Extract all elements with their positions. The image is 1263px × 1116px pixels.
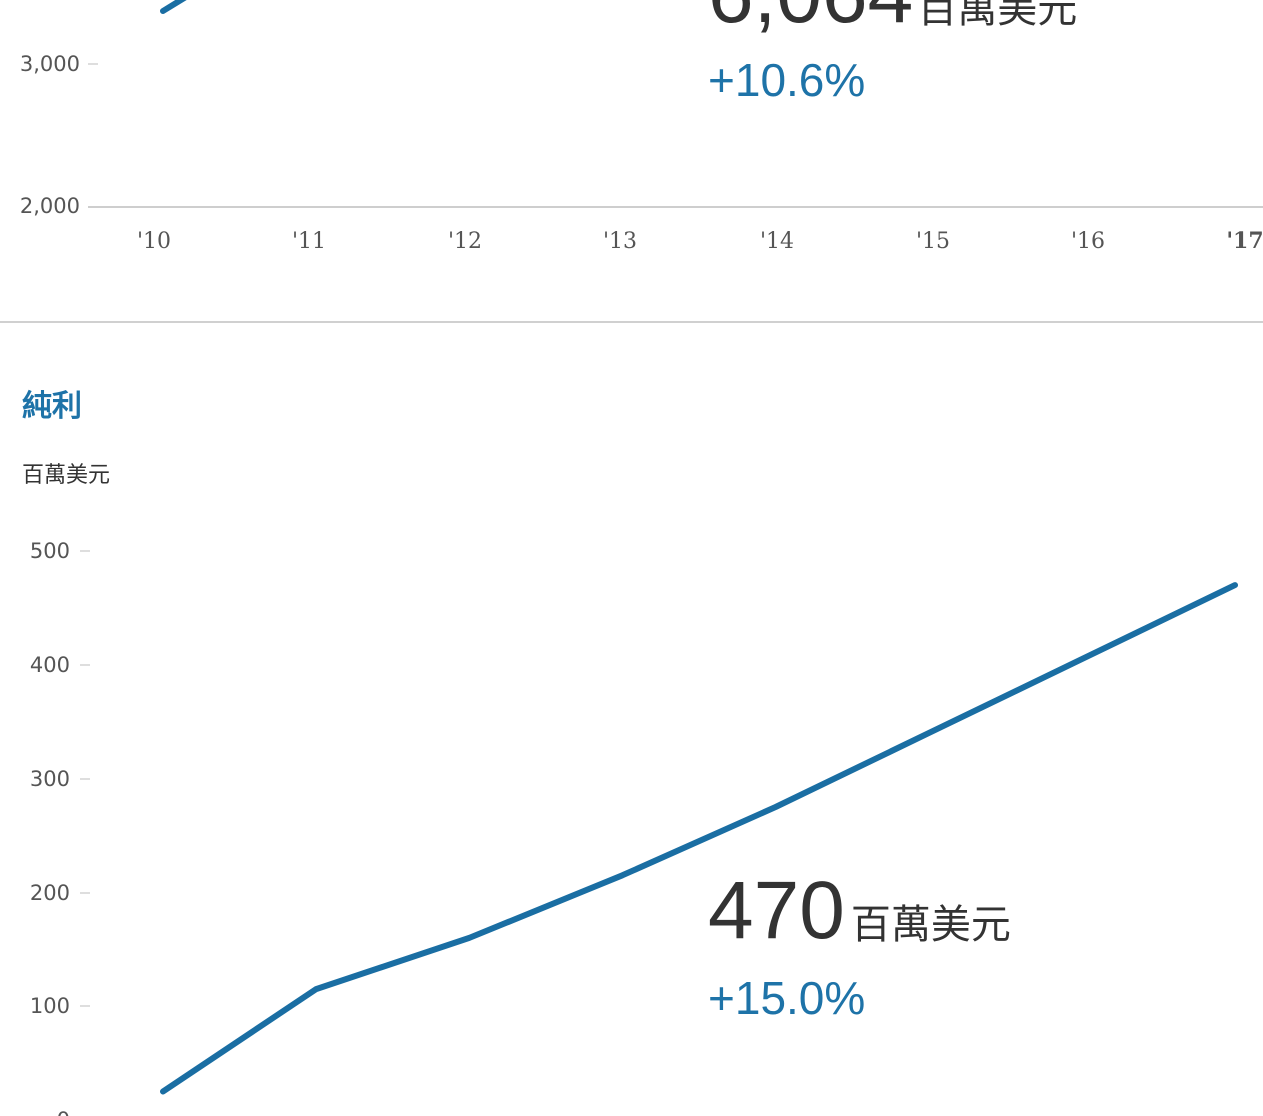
- y-tick-0: 0: [57, 1108, 70, 1116]
- top-x-tick: '12: [448, 229, 482, 254]
- y-tick-100: 100: [30, 994, 70, 1018]
- top-callout-change: +10.6%: [708, 54, 865, 106]
- y-tick-300: 300: [30, 767, 70, 791]
- top-y-tick-3000: 3,000: [20, 52, 80, 76]
- top-callout: 6,064百萬美元: [708, 0, 1077, 40]
- top-x-ticks: '10 '11 '12 '13 '14 '15 '16 '17: [137, 228, 1263, 254]
- y-tick-400: 400: [30, 653, 70, 677]
- top-x-tick: '10: [137, 229, 171, 254]
- top-callout-value: 6,064: [708, 0, 913, 40]
- y-tick-200: 200: [30, 881, 70, 905]
- net-profit-callout-change: +15.0%: [708, 972, 865, 1024]
- y-tick-500: 500: [30, 539, 70, 563]
- top-x-tick: '11: [292, 229, 326, 254]
- top-series-line: [160, 0, 187, 14]
- net-profit-callout-value: 470: [708, 865, 845, 956]
- y-axis-unit-label: 百萬美元: [22, 463, 110, 488]
- top-x-tick: '15: [916, 229, 950, 254]
- top-x-tick: '16: [1071, 229, 1105, 254]
- net-profit-series-line: [160, 582, 1238, 1095]
- top-callout-unit: 百萬美元: [917, 0, 1077, 32]
- net-profit-callout: 470 百萬美元: [708, 865, 1011, 956]
- chart-title: 純利: [22, 389, 82, 424]
- y-ticks: 500 400 300 200 100 0: [30, 539, 90, 1116]
- top-chart: 3,000 2,000 '10 '11 '12 '13 '14 '15 '16 …: [20, 0, 1263, 254]
- top-y-tick-2000: 2,000: [20, 194, 80, 218]
- top-x-tick: '14: [760, 229, 794, 254]
- top-x-tick: '13: [603, 229, 637, 254]
- top-x-tick: '17: [1226, 228, 1263, 254]
- net-profit-callout-unit: 百萬美元: [851, 902, 1011, 948]
